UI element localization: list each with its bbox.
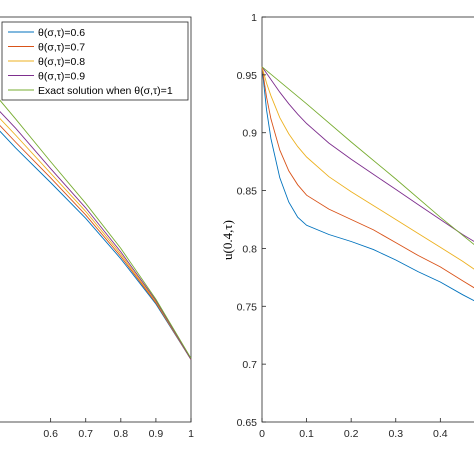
left-plot-series-5 xyxy=(0,99,192,359)
left-plot-x-tick-label: 0.7 xyxy=(78,428,93,440)
legend: θ(σ,τ)=0.6 θ(σ,τ)=0.7 θ(σ,τ)=0.8 θ(σ,τ)=0.9… xyxy=(1,21,189,101)
legend-label-1: θ(σ,τ)=0.6 xyxy=(38,27,85,39)
left-plot-x-tick-label: 0.6 xyxy=(43,428,58,440)
right-plot-x-tick-label: 0 xyxy=(259,428,265,440)
left-plot-x-tick-label: 0.9 xyxy=(149,428,164,440)
right-plot-y-tick-label: 0.65 xyxy=(237,417,258,429)
left-plot-frame xyxy=(0,16,192,423)
right-plot-frame xyxy=(261,16,474,423)
right-plot-series-3 xyxy=(261,66,474,270)
right-plot-x-tick-label: 0.4 xyxy=(433,428,448,440)
left-plot-x-ticks: 0.6 0.7 0.8 0.9 1 xyxy=(43,418,194,440)
legend-label-5: Exact solution when θ(σ,τ)=1 xyxy=(38,85,173,97)
right-plot-x-ticks: 0 0.1 0.2 0.3 0.4 xyxy=(259,418,448,440)
right-plot-y-tick-label: 0.8 xyxy=(242,243,257,255)
right-plot-series-5 xyxy=(261,66,474,246)
right-plot-y-ticks: 0.65 0.7 0.75 0.8 0.85 0.9 0.95 1 xyxy=(237,12,266,429)
legend-entries: θ(σ,τ)=0.6 θ(σ,τ)=0.7 θ(σ,τ)=0.8 θ(σ,τ)=0.9… xyxy=(8,27,173,97)
right-plot-series xyxy=(261,66,474,302)
right-plot-y-tick-label: 0.75 xyxy=(237,301,258,313)
left-plot-series-1 xyxy=(0,130,192,360)
right-plot-y-tick-label: 0.95 xyxy=(237,70,258,82)
right-plot-x-tick-label: 0.2 xyxy=(344,428,359,440)
right-plot-y-tick-label: 0.85 xyxy=(237,186,258,198)
right-plot-y-tick-label: 0.9 xyxy=(242,128,257,140)
left-plot-series-4 xyxy=(0,111,192,360)
right-plot: 0 0.1 0.2 0.3 0.4 0.65 0.7 0.75 0.8 0.85 0.9 0.95 1… xyxy=(220,12,474,440)
legend-label-3: θ(σ,τ)=0.8 xyxy=(38,56,85,68)
right-plot-y-axis-label: u(0.4,τ) xyxy=(220,220,235,260)
right-plot-x-tick-label: 0.3 xyxy=(388,428,403,440)
left-plot: 0.6 0.7 0.8 0.9 1 θ(σ,τ)=0.6θ(σ,τ)=0.7θ(σ,τ)… xyxy=(0,16,194,440)
right-plot-y-tick-label: 0.7 xyxy=(242,359,257,371)
legend-label-2: θ(σ,τ)=0.7 xyxy=(38,42,85,54)
left-plot-series xyxy=(0,99,192,360)
right-plot-x-tick-label: 0.1 xyxy=(299,428,314,440)
right-plot-series-2 xyxy=(261,66,474,289)
left-plot-series-2 xyxy=(0,124,192,360)
left-plot-x-tick-label: 0.8 xyxy=(114,428,129,440)
legend-label-4: θ(σ,τ)=0.9 xyxy=(38,71,85,83)
right-plot-y-tick-label: 1 xyxy=(251,12,257,24)
left-plot-series-3 xyxy=(0,117,192,360)
right-plot-series-4 xyxy=(261,66,474,242)
right-plot-series-1 xyxy=(261,66,474,302)
left-plot-x-tick-label: 1 xyxy=(188,428,194,440)
